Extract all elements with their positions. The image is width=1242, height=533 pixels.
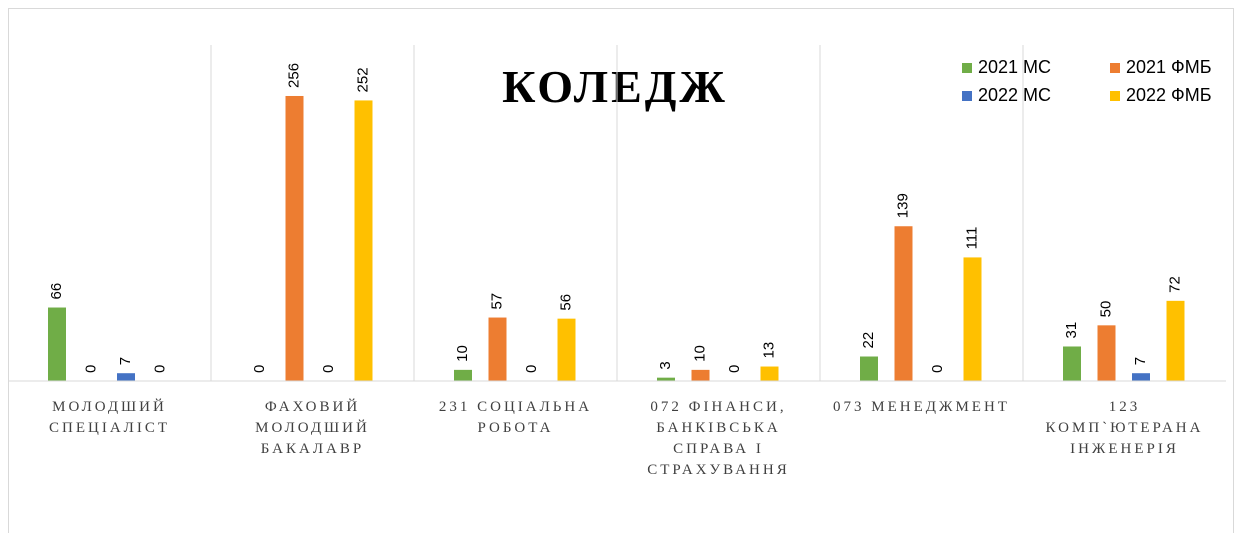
bar (691, 369, 710, 381)
value-label: 72 (1166, 276, 1183, 293)
legend-label: 2022 ФМБ (1126, 85, 1212, 105)
value-label: 22 (860, 332, 877, 349)
x-tick-label: ФАХОВИЙ МОЛОДШИЙ БАКАЛАВР (255, 399, 370, 457)
bar (1166, 300, 1185, 381)
value-label: 50 (1097, 301, 1114, 318)
x-tick-label: 072 ФІНАНСИ, БАНКІВСЬКА СПРАВА І СТРАХУВ… (647, 399, 790, 478)
bar (285, 95, 304, 381)
value-label: 139 (894, 193, 911, 218)
value-label: 0 (320, 365, 337, 373)
legend-swatch (1110, 63, 1120, 73)
value-label: 3 (657, 361, 674, 369)
value-label: 10 (691, 345, 708, 362)
value-label: 31 (1063, 322, 1080, 339)
x-tick-label: 231 СОЦІАЛЬНА РОБОТА (438, 399, 593, 436)
bar (48, 307, 66, 381)
legend-swatch (962, 63, 972, 73)
x-tick-label: 123 КОМП`ЮТЕРАНА ІНЖЕНЕРІЯ (1045, 399, 1204, 457)
value-label: 111 (963, 227, 980, 250)
value-label: 0 (929, 365, 946, 373)
bar (860, 356, 878, 381)
value-label: 0 (726, 365, 743, 373)
bar (963, 257, 982, 381)
value-label: 13 (760, 342, 777, 359)
value-label: 7 (117, 357, 134, 365)
bar (1063, 346, 1081, 381)
bar (657, 377, 675, 381)
value-label: 57 (488, 293, 505, 310)
legend-label: 2021 МС (978, 57, 1051, 77)
value-label: 0 (151, 365, 168, 373)
chart-frame (8, 8, 1234, 533)
bar (454, 369, 472, 381)
bar (1097, 325, 1116, 381)
legend-swatch (1110, 91, 1120, 101)
bar (117, 373, 135, 381)
bar (894, 226, 913, 381)
value-label: 10 (454, 345, 471, 362)
legend-swatch (962, 91, 972, 101)
x-tick-label: МОЛОДШИЙ СПЕЦІАЛІСТ (49, 399, 170, 436)
value-label: 66 (48, 283, 65, 300)
bar (354, 100, 373, 381)
bar (760, 366, 779, 381)
value-label: 0 (82, 365, 99, 373)
legend-label: 2021 ФМБ (1126, 57, 1212, 77)
x-tick-label: 073 МЕНЕДЖМЕНТ (833, 399, 1010, 415)
bar (557, 318, 576, 381)
bar (1132, 373, 1150, 381)
bar (488, 317, 507, 381)
value-label: 7 (1132, 357, 1149, 365)
value-label: 252 (354, 67, 371, 92)
value-label: 0 (523, 365, 540, 373)
chart-title: КОЛЕДЖ (502, 61, 728, 112)
value-label: 56 (557, 294, 574, 311)
value-label: 256 (285, 63, 302, 88)
value-label: 0 (251, 365, 268, 373)
legend-label: 2022 МС (978, 85, 1051, 105)
